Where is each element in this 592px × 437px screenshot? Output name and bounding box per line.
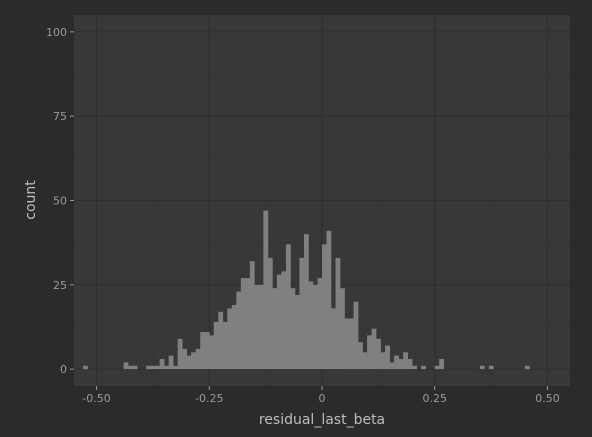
histogram-bar [204, 332, 210, 370]
histogram-bar [358, 342, 363, 370]
histogram-bar [344, 318, 350, 370]
histogram-bar [155, 365, 160, 370]
histogram-bar [191, 352, 197, 370]
histogram-bar [164, 365, 169, 370]
histogram-bar [249, 261, 255, 370]
histogram-bar [182, 348, 188, 370]
histogram-bar [236, 291, 242, 370]
histogram-bar [362, 352, 368, 370]
histogram-bar [353, 301, 359, 370]
histogram-bar [209, 335, 215, 370]
histogram-bar [439, 359, 445, 370]
histogram-bar [389, 362, 395, 370]
x-tick-label: -0.25 [195, 392, 223, 405]
histogram-bar [421, 365, 427, 370]
axis-ticks: -0.50 -0.25 0 0.25 0.50 0 25 50 75 100 [46, 26, 560, 405]
histogram-bar [340, 288, 345, 370]
histogram-bar [312, 284, 318, 370]
histogram-bar [177, 338, 183, 370]
histogram-bar [294, 294, 300, 370]
histogram-bar [367, 335, 372, 370]
histogram-bar [371, 328, 377, 370]
histogram-bar [173, 365, 179, 370]
histogram-bar [263, 210, 269, 370]
histogram-bar [308, 281, 314, 370]
histogram-bar [412, 365, 417, 370]
histogram-bar [380, 352, 386, 370]
y-tick-label: 0 [60, 363, 67, 376]
histogram-bar [524, 365, 530, 370]
histogram-bar [132, 365, 138, 370]
x-tick-label: 0.25 [422, 392, 447, 405]
histogram-bar [398, 359, 404, 370]
histogram-bars [83, 210, 530, 370]
histogram-bar [150, 365, 156, 370]
histogram-bar [213, 321, 219, 370]
histogram-bar [267, 257, 273, 370]
histogram-bar [146, 365, 151, 370]
histogram-bar [331, 308, 336, 370]
histogram-bar [245, 278, 251, 370]
x-tick-label: -0.50 [82, 392, 110, 405]
histogram-bar [83, 365, 88, 370]
histogram-bar [276, 274, 282, 370]
histogram-bar [299, 257, 305, 370]
histogram-bar [258, 284, 264, 370]
histogram-bar [222, 321, 228, 370]
histogram-bar [326, 230, 332, 370]
histogram-bar [434, 365, 440, 370]
histogram-bar [303, 234, 309, 370]
x-tick-label: 0.50 [535, 392, 560, 405]
y-tick-label: 50 [53, 195, 67, 208]
histogram-bar [349, 318, 354, 370]
histogram-bar [335, 257, 341, 370]
histogram-bar [394, 355, 399, 370]
histogram-bar [407, 359, 413, 370]
histogram-bar [254, 284, 260, 370]
histogram-bar [479, 365, 485, 370]
histogram-bar [186, 355, 192, 370]
y-tick-label: 25 [53, 279, 67, 292]
histogram-bar [128, 365, 133, 370]
y-tick-label: 75 [53, 110, 67, 123]
histogram-bar [227, 308, 233, 370]
histogram-bar [376, 338, 381, 370]
histogram-bar [322, 244, 327, 370]
histogram-bar [272, 288, 278, 370]
histogram-bar [231, 305, 237, 370]
histogram-bar [488, 365, 494, 370]
y-tick-label: 100 [46, 26, 67, 39]
histogram-bar [168, 355, 174, 370]
histogram-bar [159, 359, 165, 370]
histogram-bar [123, 362, 129, 370]
histogram-bar [285, 244, 291, 370]
histogram-bar [240, 278, 246, 370]
histogram-bar [218, 311, 224, 370]
histogram-bar [195, 348, 201, 370]
histogram-bar [290, 288, 296, 370]
histogram-bar [200, 332, 206, 370]
x-tick-label: 0 [319, 392, 326, 405]
y-axis-title: count [23, 180, 39, 220]
histogram-bar [317, 278, 323, 370]
x-axis-title: residual_last_beta [259, 412, 385, 428]
histogram-bar [403, 352, 408, 370]
grid-lines [74, 15, 570, 386]
histogram-bar [385, 345, 390, 370]
histogram-bar [281, 271, 287, 370]
